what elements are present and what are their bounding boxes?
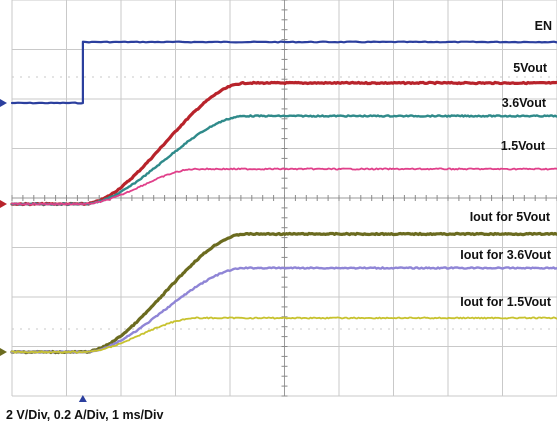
trace-labels: EN 5Vout 3.6Vout 1.5Vout Iout for 5Vout …	[460, 19, 552, 309]
trigger-marker	[78, 395, 87, 402]
label-iout-3-6vout: Iout for 3.6Vout	[460, 248, 552, 262]
label-iout-1-5vout: Iout for 1.5Vout	[460, 295, 552, 309]
label-5vout: 5Vout	[513, 61, 548, 75]
channel-ground-marker	[0, 99, 7, 107]
channel-ground-marker	[0, 200, 7, 208]
channel-markers	[0, 99, 87, 402]
traces	[10, 40, 557, 355]
label-en: EN	[535, 19, 552, 33]
channel-ground-marker	[0, 348, 7, 356]
trace-iout-for-5vout	[10, 231, 557, 355]
trace-1-5vout	[11, 167, 557, 206]
label-iout-5vout: Iout for 5Vout	[470, 210, 551, 224]
trace-en	[10, 40, 557, 105]
scale-caption: 2 V/Div, 0.2 A/Div, 1 ms/Div	[6, 408, 164, 422]
label-1-5vout: 1.5Vout	[501, 139, 546, 153]
trace-iout-for-1-5vout	[11, 316, 557, 354]
trace-5vout	[10, 80, 557, 207]
label-3-6vout: 3.6Vout	[502, 96, 547, 110]
